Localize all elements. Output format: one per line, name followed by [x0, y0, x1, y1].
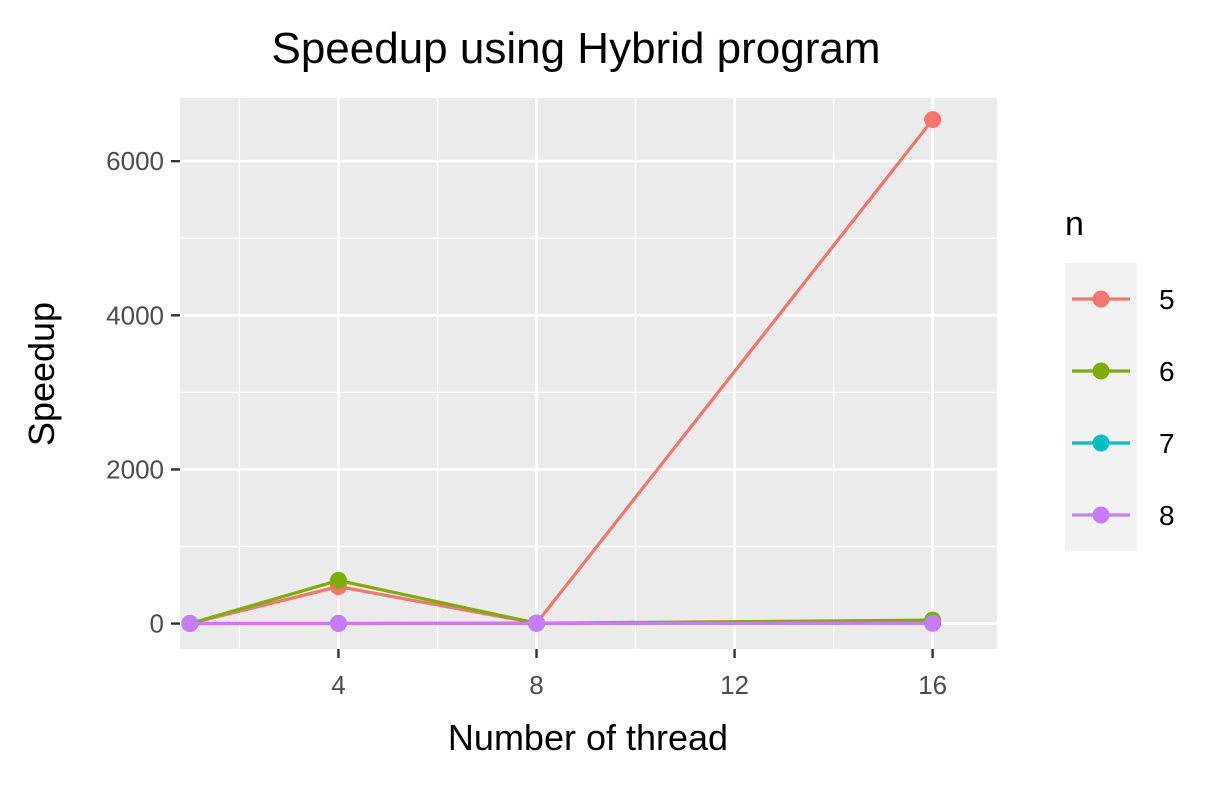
y-tick-labels: 0 2000 4000 6000 [106, 146, 164, 638]
legend-key-point-n-7 [1093, 435, 1110, 452]
x-tick-label: 4 [331, 670, 345, 700]
legend-title: n [1065, 205, 1084, 243]
y-tick-label: 2000 [106, 454, 164, 484]
x-axis-title: Number of thread [448, 717, 728, 758]
data-point-n-5 [924, 111, 941, 128]
x-tick-label: 8 [529, 670, 543, 700]
data-point-n-6 [330, 572, 347, 589]
legend: n 5 6 7 8 [1065, 205, 1175, 551]
x-tick-label: 16 [918, 670, 947, 700]
legend-key-point-n-8 [1093, 507, 1110, 524]
data-point-n-8 [528, 615, 545, 632]
legend-label-n-7: 7 [1159, 428, 1175, 459]
legend-label-n-6: 6 [1159, 356, 1175, 387]
y-axis-title: Speedup [21, 302, 62, 446]
y-tick-label: 0 [150, 609, 164, 639]
legend-label-n-5: 5 [1159, 284, 1175, 315]
y-tick-label: 4000 [106, 300, 164, 330]
plot-panel [180, 98, 997, 649]
data-point-n-8 [924, 615, 941, 632]
chart-title: Speedup using Hybrid program [271, 24, 880, 73]
legend-key-point-n-5 [1093, 291, 1110, 308]
x-tick-label: 12 [720, 670, 749, 700]
data-point-n-8 [330, 615, 347, 632]
legend-label-n-8: 8 [1159, 500, 1175, 531]
x-tick-labels: 4 8 12 16 [331, 670, 947, 700]
y-tick-label: 6000 [106, 146, 164, 176]
data-point-n-8 [181, 615, 198, 632]
legend-key-point-n-6 [1093, 363, 1110, 380]
